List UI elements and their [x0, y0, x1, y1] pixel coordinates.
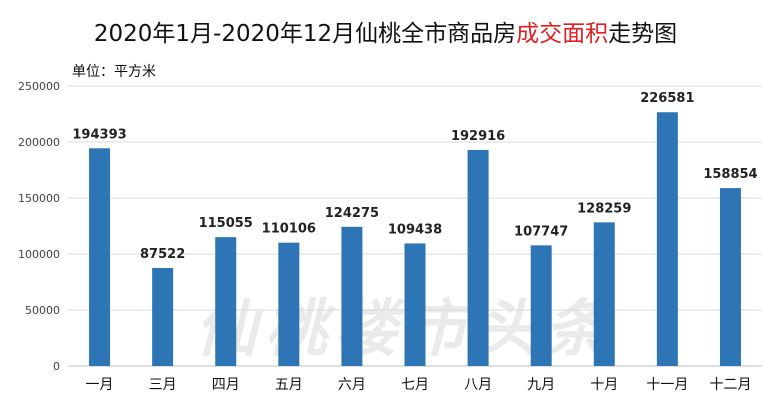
- data-label: 128259: [577, 201, 631, 216]
- y-tick-label: 250000: [18, 80, 60, 93]
- x-tick-label: 十一月: [646, 377, 688, 393]
- bar: [341, 226, 363, 366]
- bar: [404, 243, 426, 366]
- x-tick-label: 三月: [149, 377, 177, 393]
- unit-label: 单位：平方米: [72, 64, 156, 80]
- y-tick-label: 50000: [25, 304, 60, 317]
- data-label: 87522: [140, 247, 185, 262]
- title-segment: 走势图: [608, 21, 678, 47]
- data-label: 109438: [388, 222, 442, 237]
- y-tick-label: 200000: [18, 136, 60, 149]
- data-label: 124275: [325, 206, 379, 221]
- x-tick-label: 五月: [275, 377, 303, 393]
- bar: [467, 149, 489, 366]
- bar: [89, 148, 111, 366]
- bar: [530, 245, 552, 366]
- data-label: 192916: [451, 129, 505, 144]
- y-tick-label: 0: [53, 360, 60, 373]
- y-tick-label: 150000: [18, 192, 60, 205]
- bar: [656, 112, 678, 366]
- x-tick-label: 七月: [401, 377, 429, 393]
- bar: [215, 237, 237, 366]
- title-highlight: 成交面积: [516, 21, 609, 47]
- data-label: 226581: [640, 91, 694, 106]
- bar: [278, 242, 300, 366]
- bar: [719, 188, 741, 366]
- x-tick-label: 六月: [338, 377, 366, 393]
- x-tick-label: 十二月: [709, 377, 751, 393]
- data-label: 107747: [514, 224, 568, 239]
- x-tick-label: 九月: [527, 377, 555, 393]
- bar: [593, 222, 615, 366]
- chart-title: 2020年1月-2020年12月仙桃全市商品房成交面积走势图: [0, 14, 771, 48]
- bar: [152, 267, 174, 366]
- data-label: 158854: [703, 167, 757, 182]
- x-tick-label: 十月: [590, 377, 618, 393]
- data-label: 110106: [262, 222, 316, 237]
- title-segment: 2020年1月-2020年12月仙桃全市商品房: [93, 21, 517, 47]
- x-tick-label: 八月: [464, 377, 492, 393]
- data-label: 194393: [72, 127, 126, 142]
- data-label: 115055: [199, 216, 253, 231]
- x-tick-label: 一月: [86, 377, 114, 393]
- y-tick-label: 100000: [18, 248, 60, 261]
- x-tick-label: 四月: [212, 377, 240, 393]
